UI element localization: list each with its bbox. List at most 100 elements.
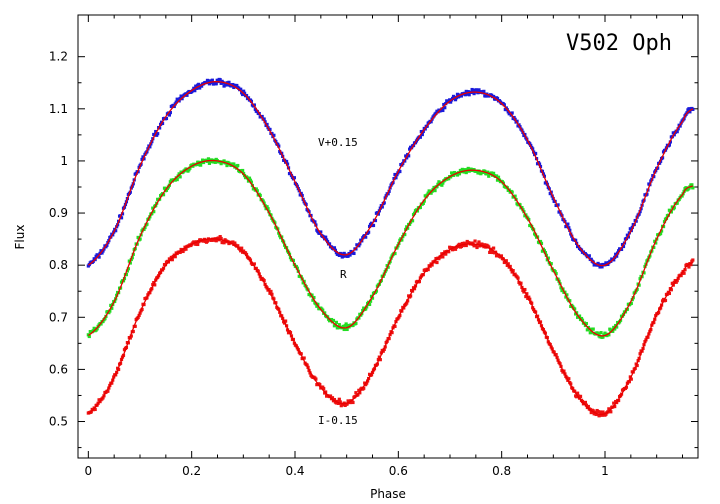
data-point: [262, 278, 266, 283]
data-point: [325, 238, 329, 242]
data-point: [378, 358, 382, 362]
data-point: [208, 160, 213, 164]
data-point: [443, 106, 447, 110]
data-point: [601, 335, 605, 339]
data-point: [204, 80, 209, 85]
data-point: [351, 323, 355, 328]
data-point: [492, 94, 496, 99]
data-point: [564, 295, 568, 299]
data-point: [441, 108, 445, 113]
data-point: [348, 253, 352, 257]
data-point: [352, 251, 356, 256]
data-point: [368, 299, 373, 303]
data-point: [344, 322, 348, 326]
data-point: [208, 79, 213, 83]
data-point: [253, 107, 257, 111]
data-point: [682, 271, 686, 275]
data-point: [140, 157, 144, 162]
data-point: [160, 121, 165, 126]
data-point: [291, 258, 296, 263]
data-point: [568, 299, 572, 303]
data-point: [232, 162, 236, 166]
data-point: [128, 261, 132, 265]
y-tick-label: 1.1: [49, 102, 68, 116]
data-point: [100, 251, 104, 255]
data-point: [284, 319, 288, 323]
data-point: [184, 247, 188, 251]
data-point: [195, 86, 199, 90]
data-point: [255, 189, 259, 193]
data-point: [599, 263, 603, 267]
data-point: [652, 245, 656, 250]
data-point: [410, 219, 415, 223]
data-point: [577, 314, 582, 318]
data-point: [324, 235, 328, 239]
data-point: [461, 243, 465, 248]
data-point: [109, 303, 113, 308]
data-point: [609, 410, 613, 414]
data-point: [357, 244, 361, 248]
data-point: [323, 311, 327, 315]
data-point: [343, 324, 347, 328]
data-point: [200, 84, 204, 88]
data-point: [534, 151, 538, 156]
data-point: [524, 294, 528, 299]
data-point: [476, 171, 480, 175]
data-point: [288, 331, 293, 335]
data-point: [222, 241, 226, 245]
data-point: [129, 334, 133, 338]
data-point: [233, 241, 237, 245]
data-point: [321, 308, 325, 312]
data-point: [319, 230, 323, 234]
data-point: [659, 231, 663, 236]
data-point: [110, 306, 114, 310]
data-point: [192, 86, 196, 90]
data-point: [574, 238, 578, 242]
data-point: [161, 193, 166, 197]
data-point: [181, 249, 185, 254]
data-point: [236, 244, 240, 248]
data-point: [487, 245, 491, 249]
data-point: [464, 243, 468, 248]
data-point: [453, 247, 458, 251]
data-point: [436, 182, 440, 186]
data-point: [364, 235, 368, 239]
data-point: [207, 82, 212, 86]
data-point: [661, 224, 666, 229]
data-point: [284, 159, 289, 164]
data-point: [267, 287, 271, 292]
data-point: [249, 180, 254, 184]
data-point: [488, 250, 492, 254]
data-point: [437, 180, 441, 184]
data-point: [390, 331, 394, 335]
data-point: [117, 367, 121, 372]
data-point: [538, 239, 543, 244]
data-point: [198, 86, 202, 90]
data-point: [178, 96, 182, 101]
series-label-i: I-0.15: [318, 414, 358, 427]
data-point: [607, 407, 611, 411]
data-point: [628, 227, 632, 231]
data-point: [494, 174, 499, 178]
data-point: [316, 302, 320, 306]
data-point: [614, 252, 618, 256]
data-point: [231, 240, 235, 244]
x-tick-label: 0.2: [182, 464, 201, 478]
data-point: [219, 81, 223, 85]
data-point: [169, 255, 173, 259]
data-point: [567, 377, 571, 381]
data-point: [459, 244, 463, 249]
data-point: [447, 177, 451, 181]
data-point: [515, 119, 519, 123]
data-point: [441, 255, 445, 259]
data-point: [684, 186, 688, 190]
data-point: [465, 92, 469, 96]
data-point: [406, 226, 410, 230]
data-point: [617, 398, 621, 403]
data-point: [308, 371, 312, 375]
data-point: [450, 96, 455, 100]
data-point: [675, 279, 679, 283]
data-point: [246, 179, 251, 183]
data-point: [592, 412, 596, 416]
